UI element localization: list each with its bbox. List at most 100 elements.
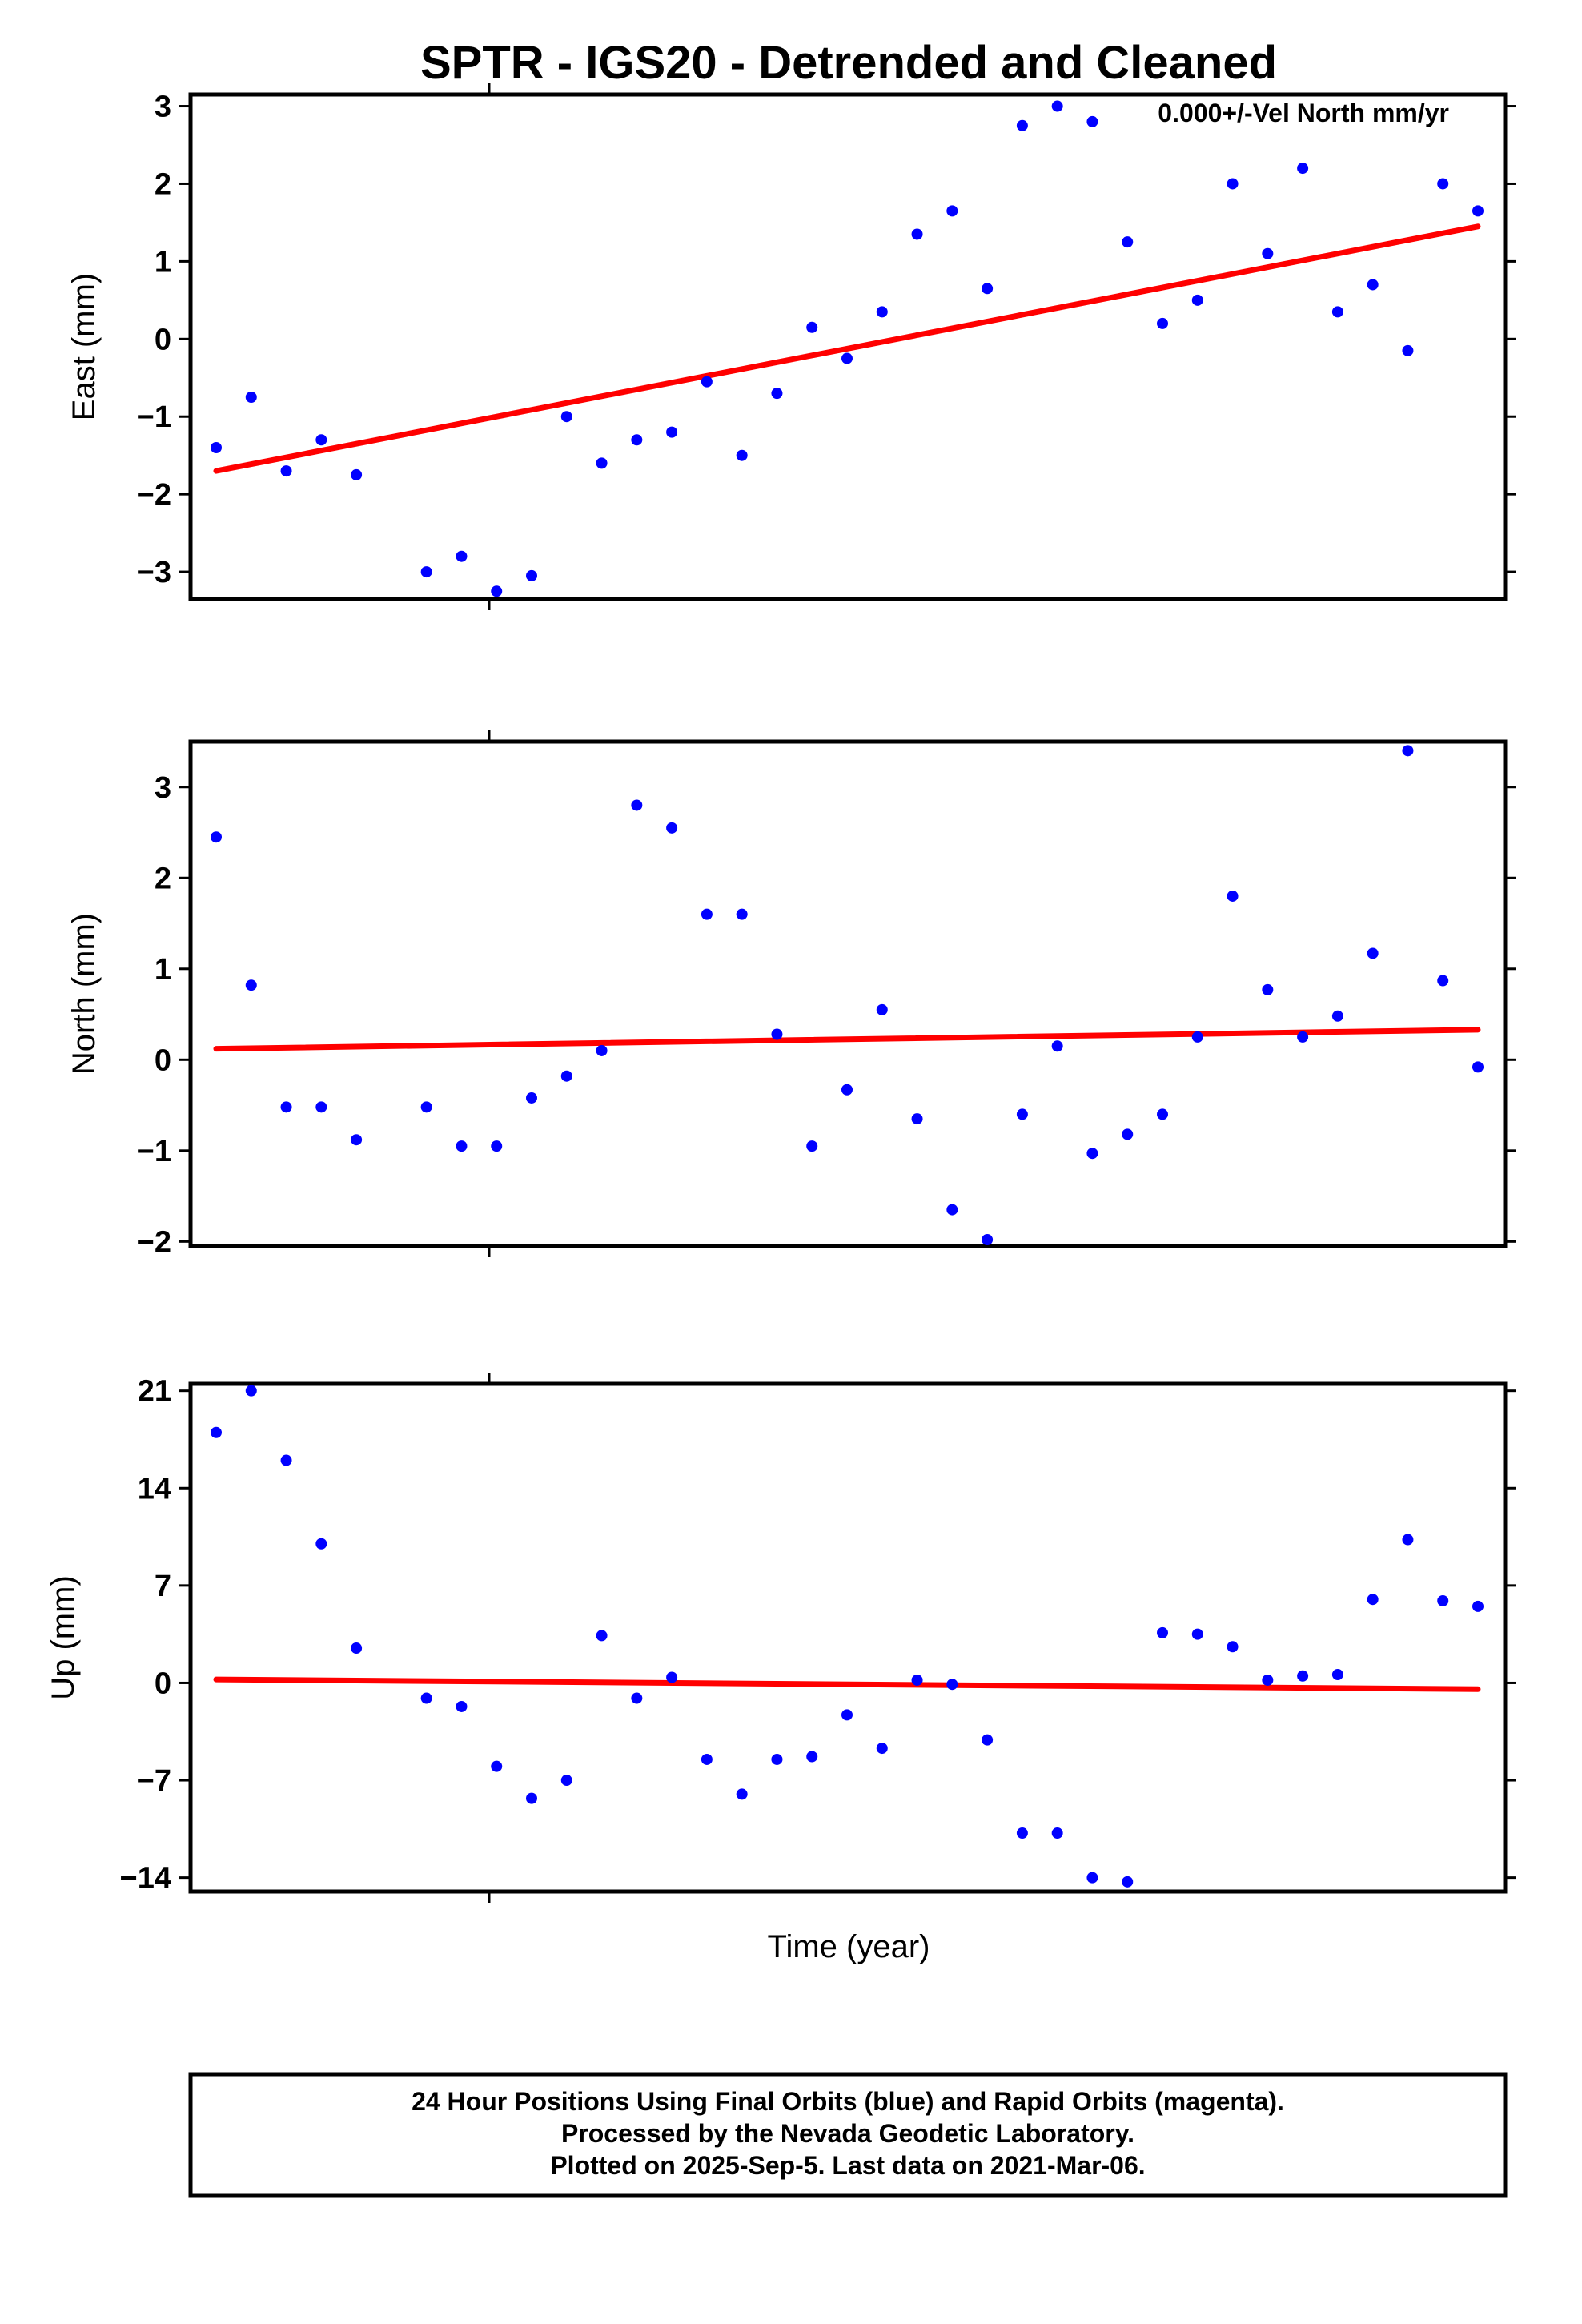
- data-point: [1016, 119, 1028, 131]
- footer-line-1: 24 Hour Positions Using Final Orbits (bl…: [412, 2087, 1284, 2116]
- data-point: [1016, 1827, 1028, 1839]
- y-tick-label: 3: [155, 771, 171, 805]
- data-point: [456, 1700, 468, 1712]
- data-point: [560, 411, 572, 423]
- data-point: [596, 457, 608, 469]
- data-point: [841, 352, 853, 364]
- data-point: [560, 1775, 572, 1787]
- data-point: [491, 1760, 503, 1772]
- y-tick-label: 0: [155, 1043, 171, 1077]
- y-tick-label: 1: [155, 245, 171, 279]
- data-point: [1122, 1876, 1134, 1888]
- data-point: [315, 434, 327, 446]
- y-tick-label: −2: [137, 478, 171, 512]
- data-point: [1086, 115, 1098, 127]
- data-point: [1157, 1108, 1168, 1120]
- data-point: [526, 569, 537, 581]
- y-tick-label: −2: [137, 1225, 171, 1259]
- footer-line-3: Plotted on 2025-Sep-5. Last data on 2021…: [550, 2151, 1145, 2180]
- chart-title: SPTR - IGS20 - Detrended and Cleaned: [420, 37, 1277, 89]
- data-point: [1402, 344, 1414, 356]
- data-point: [1191, 1628, 1203, 1640]
- trend-line: [213, 1027, 1481, 1052]
- data-point: [666, 1671, 678, 1683]
- data-point: [1157, 317, 1168, 329]
- data-point: [1297, 163, 1309, 175]
- y-tick-label: 0: [155, 323, 171, 356]
- data-point: [1297, 1670, 1309, 1682]
- data-point: [456, 1140, 468, 1152]
- data-point: [351, 468, 363, 480]
- y-axis-label: North (mm): [66, 913, 102, 1075]
- y-tick-label: 3: [155, 90, 171, 124]
- data-point: [1367, 947, 1379, 959]
- data-point: [526, 1792, 537, 1804]
- y-tick-label: −3: [137, 556, 171, 589]
- data-point: [1402, 1534, 1414, 1546]
- data-point: [631, 799, 643, 811]
- data-point: [491, 585, 503, 597]
- data-point: [876, 1003, 888, 1015]
- data-point: [771, 1753, 783, 1765]
- data-point: [771, 1028, 783, 1040]
- y-tick-label: 1: [155, 953, 171, 987]
- data-point: [1402, 745, 1414, 757]
- data-point: [982, 283, 994, 295]
- data-point: [245, 392, 257, 403]
- data-point: [701, 908, 713, 920]
- data-point: [211, 442, 222, 453]
- data-point: [1472, 1061, 1484, 1073]
- data-point: [806, 1140, 818, 1152]
- data-point: [280, 465, 292, 477]
- data-point: [1122, 1128, 1134, 1140]
- data-point: [420, 1101, 432, 1113]
- north-panel: −2 −1 0 1 2 3 North (mm): [66, 730, 1516, 1259]
- data-point: [1051, 100, 1063, 112]
- data-point: [631, 434, 643, 446]
- data-point: [420, 1692, 432, 1704]
- data-point: [701, 376, 713, 388]
- data-point: [1262, 983, 1274, 995]
- data-point: [211, 1426, 222, 1438]
- data-point: [1437, 975, 1449, 987]
- data-point: [736, 449, 748, 461]
- data-point: [911, 1113, 923, 1125]
- data-point: [456, 550, 468, 562]
- data-point: [211, 831, 222, 843]
- data-point: [420, 566, 432, 578]
- data-point: [1086, 1148, 1098, 1160]
- data-point: [491, 1140, 503, 1152]
- up-panel: −14 −7 0 7 14 21 Up (mm): [46, 1373, 1516, 1903]
- east-panel: −3 −2 −1 0 1 2 3 East (mm): [66, 83, 1516, 610]
- data-point: [982, 1234, 994, 1246]
- velocity-annotation: 0.000+/-Vel North mm/yr: [1158, 99, 1449, 127]
- data-point: [1016, 1108, 1028, 1120]
- data-point: [1227, 178, 1239, 190]
- data-point: [315, 1538, 327, 1550]
- data-point: [245, 979, 257, 991]
- y-axis-label: East (mm): [66, 273, 102, 420]
- data-point: [1437, 178, 1449, 190]
- data-point: [911, 228, 923, 240]
- data-point: [1437, 1594, 1449, 1606]
- data-point: [666, 822, 678, 834]
- data-point: [596, 1630, 608, 1642]
- data-point: [841, 1084, 853, 1096]
- data-point: [560, 1070, 572, 1082]
- y-tick-label: 0: [155, 1667, 171, 1700]
- y-tick-label: −1: [137, 400, 171, 434]
- data-point: [526, 1092, 537, 1104]
- data-point: [736, 908, 748, 920]
- data-point: [1191, 1031, 1203, 1043]
- data-point: [1367, 279, 1379, 291]
- y-tick-label: 14: [138, 1472, 171, 1506]
- data-point: [280, 1454, 292, 1466]
- data-point: [1227, 890, 1239, 902]
- data-point: [771, 388, 783, 400]
- data-point: [701, 1753, 713, 1765]
- data-point: [1086, 1872, 1098, 1884]
- x-axis-label: Time (year): [768, 1929, 930, 1964]
- data-point: [876, 306, 888, 318]
- data-point: [596, 1044, 608, 1056]
- data-point: [1472, 205, 1484, 217]
